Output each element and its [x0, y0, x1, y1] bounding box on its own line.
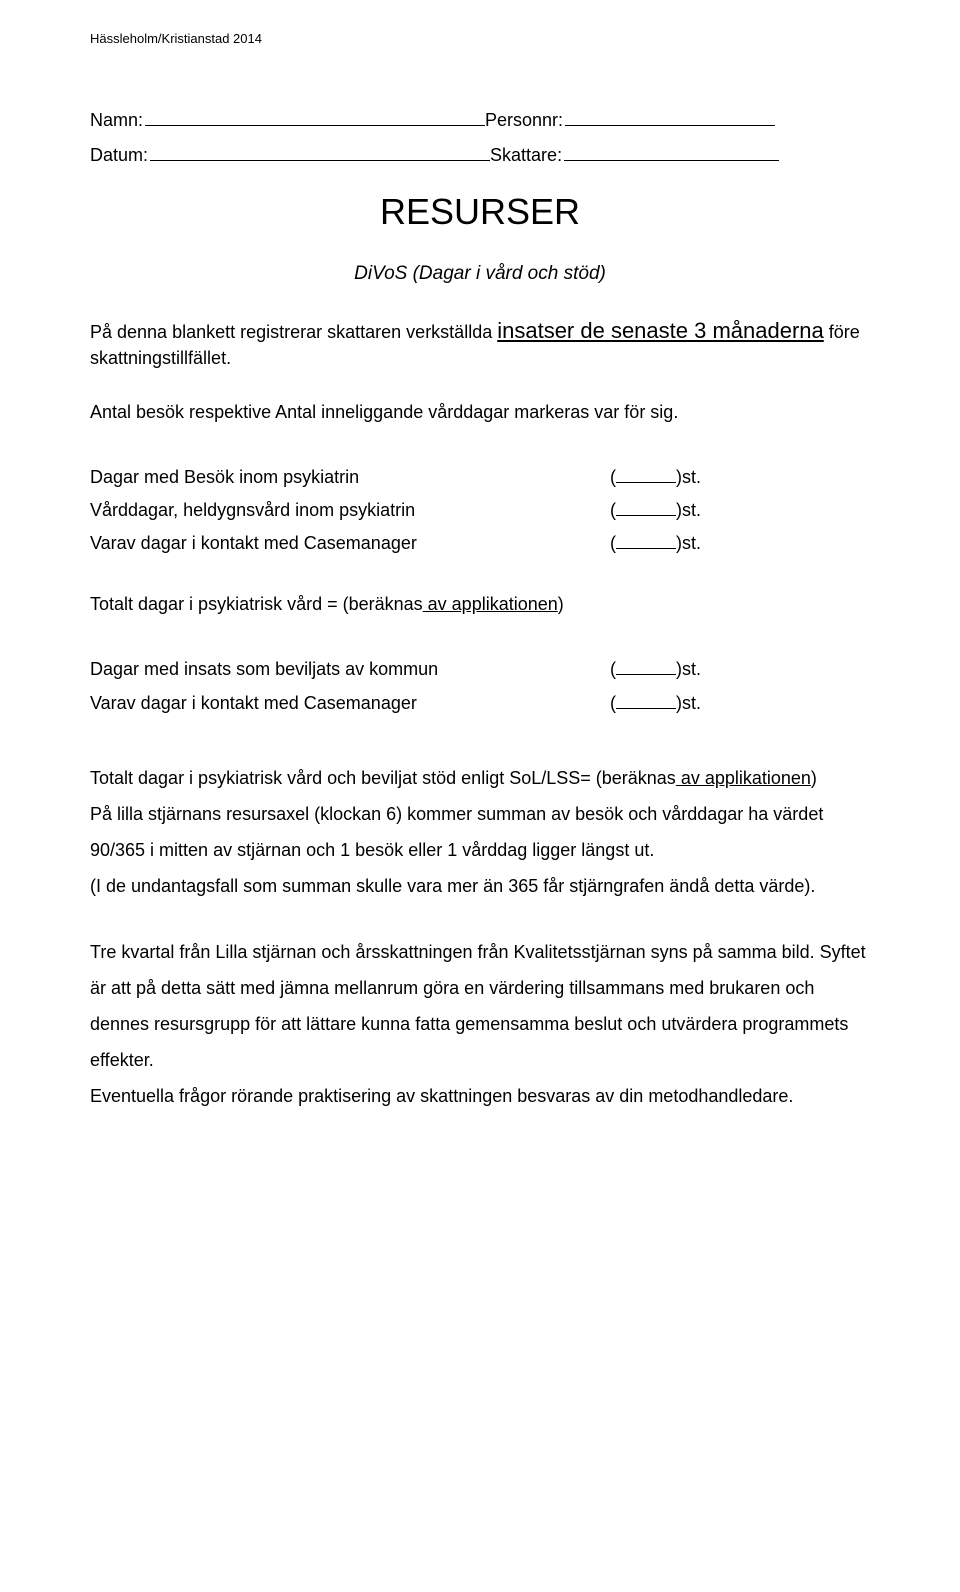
- body-p2: På lilla stjärnans resursaxel (klockan 6…: [90, 804, 823, 860]
- item-suffix: st.: [682, 691, 701, 716]
- body-p3: (I de undantagsfall som summan skulle va…: [90, 876, 815, 896]
- item-input-line[interactable]: [616, 502, 676, 516]
- body-p5: Eventuella frågor rörande praktisering a…: [90, 1086, 793, 1106]
- header-note: Hässleholm/Kristianstad 2014: [90, 30, 870, 48]
- item-row: Vårddagar, heldygnsvård inom psykiatrin …: [90, 498, 870, 523]
- item-value: ()st.: [610, 691, 701, 716]
- date-label: Datum:: [90, 143, 148, 168]
- intro-part1: På denna blankett registrerar skattaren …: [90, 322, 497, 342]
- subtitle: DiVoS (Dagar i vård och stöd): [90, 261, 870, 288]
- item-input-line[interactable]: [616, 535, 676, 549]
- item-value: ()st.: [610, 531, 701, 556]
- item-row: Varav dagar i kontakt med Casemanager ()…: [90, 531, 870, 556]
- item-suffix: st.: [682, 657, 701, 682]
- intro-underlined: insatser de senaste 3 månaderna: [497, 318, 824, 343]
- name-label: Namn:: [90, 108, 143, 133]
- item-label: Dagar med Besök inom psykiatrin: [90, 465, 610, 490]
- personnr-input-line[interactable]: [565, 108, 775, 126]
- body-p1-suffix: ): [811, 768, 817, 788]
- body-p4: Tre kvartal från Lilla stjärnan och årss…: [90, 942, 866, 1070]
- body-text-block: Totalt dagar i psykiatrisk vård och bevi…: [90, 760, 870, 904]
- item-suffix: st.: [682, 465, 701, 490]
- item-label: Varav dagar i kontakt med Casemanager: [90, 531, 610, 556]
- note1: Antal besök respektive Antal inneliggand…: [90, 400, 870, 425]
- intro-text: På denna blankett registrerar skattaren …: [90, 316, 870, 372]
- body-p1-prefix: Totalt dagar i psykiatrisk vård och bevi…: [90, 768, 676, 788]
- name-personnr-line: Namn: Personnr:: [90, 108, 870, 133]
- item-suffix: st.: [682, 531, 701, 556]
- body-p1-underlined: av applikationen: [676, 768, 811, 788]
- total1-prefix: Totalt dagar i psykiatrisk vård = (beräk…: [90, 594, 423, 614]
- item-label: Vårddagar, heldygnsvård inom psykiatrin: [90, 498, 610, 523]
- item-suffix: st.: [682, 498, 701, 523]
- item-input-line[interactable]: [616, 695, 676, 709]
- skattare-label: Skattare:: [490, 143, 562, 168]
- item-input-line[interactable]: [616, 469, 676, 483]
- item-row: Varav dagar i kontakt med Casemanager ()…: [90, 691, 870, 716]
- personnr-label: Personnr:: [485, 108, 563, 133]
- body-text-block2: Tre kvartal från Lilla stjärnan och årss…: [90, 934, 870, 1114]
- item-row: Dagar med Besök inom psykiatrin ()st.: [90, 465, 870, 490]
- skattare-input-line[interactable]: [564, 143, 779, 161]
- item-value: ()st.: [610, 657, 701, 682]
- date-input-line[interactable]: [150, 143, 490, 161]
- total-line-1: Totalt dagar i psykiatrisk vård = (beräk…: [90, 592, 870, 617]
- total1-suffix: ): [558, 594, 564, 614]
- date-skattare-line: Datum: Skattare:: [90, 143, 870, 168]
- item-value: ()st.: [610, 465, 701, 490]
- total1-underlined: av applikationen: [423, 594, 558, 614]
- item-label: Varav dagar i kontakt med Casemanager: [90, 691, 610, 716]
- item-label: Dagar med insats som beviljats av kommun: [90, 657, 610, 682]
- name-input-line[interactable]: [145, 108, 485, 126]
- item-row: Dagar med insats som beviljats av kommun…: [90, 657, 870, 682]
- item-value: ()st.: [610, 498, 701, 523]
- page-title: RESURSER: [90, 187, 870, 237]
- item-input-line[interactable]: [616, 661, 676, 675]
